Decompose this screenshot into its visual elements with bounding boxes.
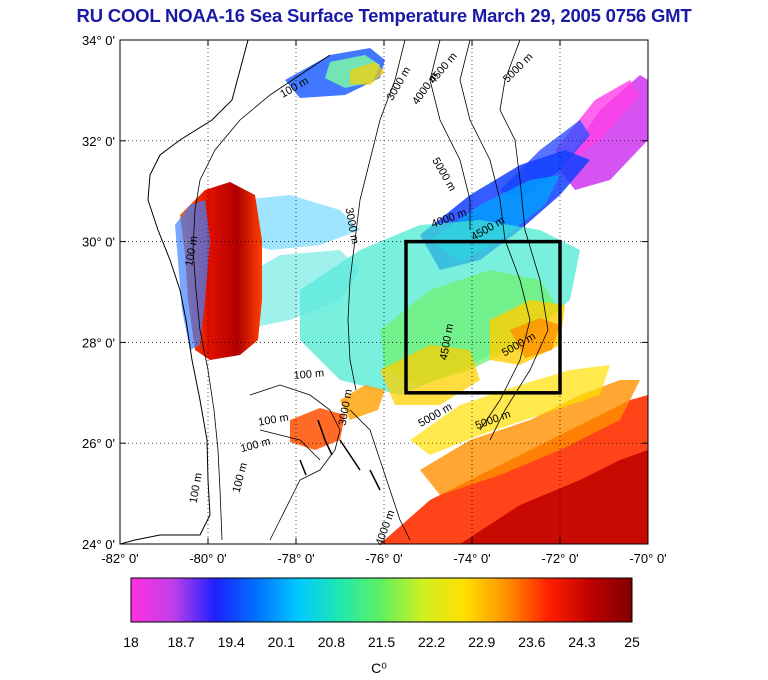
colorbar-strip [130,577,633,623]
colorbar-tick-label: 18.7 [167,634,194,650]
sst-patch-northeast-shelf [285,48,385,98]
x-axis: -82° 0' -80° 0' -78° 0' -76° 0' -74° 0' -72° … [101,40,667,566]
y-tick-label: 34° 0' [82,33,115,48]
colorbar-tick-label: 25 [624,634,640,650]
y-tick-label: 26° 0' [82,436,115,451]
x-tick-label: -70° 0' [629,551,666,566]
contour-label: 100 m [293,367,325,382]
colorbar-unit-label: C⁰ [371,660,387,676]
y-axis: 34° 0' 32° 0' 30° 0' 28° 0' 26° 0' 24° 0' [82,33,648,552]
colorbar-tick-label: 22.9 [468,634,495,650]
contour-label: 100 m [257,412,289,429]
colorbar-tick-label: 23.6 [518,634,545,650]
contour-4000m [429,40,471,230]
x-tick-label: -74° 0' [453,551,490,566]
study-area-box [404,239,562,395]
y-tick-label: 28° 0' [82,335,115,350]
colorbar-tick-label: 18 [123,634,139,650]
x-tick-label: -82° 0' [101,551,138,566]
contour-label: 100 m [183,235,200,267]
coastline-us-east [120,40,249,544]
sst-patch-florida-warm [175,182,262,360]
y-tick-label: 32° 0' [82,134,115,149]
contour-100m-shelf [192,54,331,541]
x-tick-label: -72° 0' [541,551,578,566]
colorbar-tick-label: 20.1 [268,634,295,650]
bahamas-banks [249,384,411,541]
colorbar: 18 18.7 19.4 20.1 20.8 21.5 22.2 22.9 23.6 24.3 25… [123,577,640,676]
colorbar-tick-label: 22.2 [418,634,445,650]
x-tick-label: -80° 0' [189,551,226,566]
x-tick-label: -76° 0' [365,551,402,566]
sst-region-southeast-warm [380,365,648,544]
colorbar-tick-label: 19.4 [218,634,245,650]
y-tick-label: 24° 0' [82,537,115,552]
contour-label: 100 m [188,472,205,504]
colorbar-tick-label: 24.3 [568,634,595,650]
colorbar-tick-label: 20.8 [318,634,345,650]
colorbar-ticks: 18 18.7 19.4 20.1 20.8 21.5 22.2 22.9 23.6 24.3 25 [123,634,640,650]
contour-5000m [489,40,549,441]
x-tick-label: -78° 0' [277,551,314,566]
bahamas-islands [299,419,381,491]
colorbar-tick-label: 21.5 [368,634,395,650]
contour-3000m [347,40,406,391]
map-title: RU COOL NOAA-16 Sea Surface Temperature … [76,5,692,26]
y-tick-label: 30° 0' [82,235,115,250]
